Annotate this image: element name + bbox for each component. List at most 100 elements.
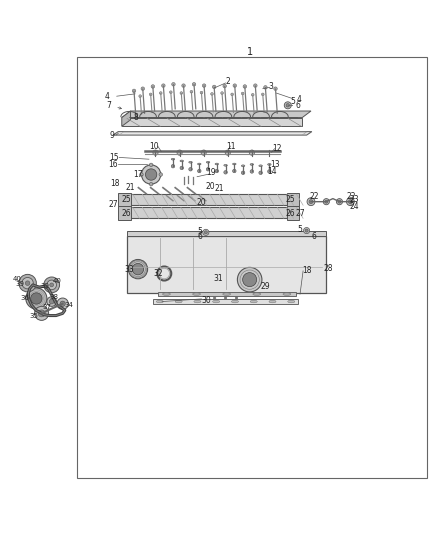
Circle shape	[305, 229, 308, 232]
Text: 6: 6	[295, 101, 300, 110]
Text: 11: 11	[226, 142, 236, 150]
Circle shape	[141, 87, 145, 91]
Text: 18: 18	[110, 179, 120, 188]
Text: 19: 19	[206, 168, 216, 177]
Ellipse shape	[198, 163, 201, 165]
Circle shape	[241, 171, 245, 174]
Text: 25: 25	[285, 196, 295, 205]
Ellipse shape	[215, 163, 219, 165]
Ellipse shape	[241, 165, 245, 167]
Circle shape	[215, 169, 219, 173]
Text: 34: 34	[65, 302, 74, 308]
Circle shape	[49, 299, 54, 304]
Ellipse shape	[288, 300, 295, 303]
Circle shape	[149, 163, 153, 167]
Text: 35: 35	[29, 312, 38, 319]
Polygon shape	[113, 132, 312, 135]
Bar	[287, 193, 299, 206]
Text: 8: 8	[134, 113, 138, 122]
Text: 40: 40	[53, 278, 61, 284]
Text: 37: 37	[43, 304, 52, 310]
Text: 23: 23	[350, 196, 360, 205]
Circle shape	[231, 93, 233, 96]
Ellipse shape	[206, 161, 210, 163]
Circle shape	[172, 83, 175, 86]
Circle shape	[349, 200, 352, 204]
Circle shape	[224, 171, 227, 174]
Ellipse shape	[223, 293, 231, 295]
Text: 1: 1	[247, 47, 253, 57]
Circle shape	[31, 293, 42, 304]
Circle shape	[235, 297, 238, 300]
Circle shape	[140, 173, 143, 176]
Text: 21: 21	[126, 183, 135, 192]
Text: 16: 16	[108, 160, 118, 169]
Circle shape	[159, 92, 162, 94]
Circle shape	[22, 278, 33, 289]
Circle shape	[284, 102, 291, 109]
Circle shape	[268, 169, 271, 173]
Ellipse shape	[180, 160, 184, 162]
Text: 29: 29	[260, 282, 270, 290]
Text: 24: 24	[350, 201, 360, 211]
Circle shape	[50, 283, 53, 287]
Circle shape	[26, 288, 47, 309]
Ellipse shape	[253, 293, 261, 295]
Polygon shape	[122, 111, 311, 118]
Text: 6: 6	[311, 232, 316, 241]
Circle shape	[241, 92, 244, 95]
Text: 38: 38	[49, 294, 58, 300]
Circle shape	[171, 165, 175, 168]
Text: 33: 33	[125, 264, 134, 273]
Circle shape	[225, 150, 230, 155]
Circle shape	[224, 297, 227, 300]
Circle shape	[307, 198, 315, 206]
Circle shape	[35, 306, 49, 320]
Text: 26: 26	[285, 209, 295, 219]
Circle shape	[237, 268, 262, 292]
Polygon shape	[122, 118, 302, 126]
Text: 6: 6	[197, 232, 202, 241]
Circle shape	[128, 260, 148, 279]
Bar	[127, 236, 326, 293]
Circle shape	[323, 199, 329, 205]
Text: 7: 7	[106, 101, 111, 110]
Circle shape	[304, 228, 310, 233]
Ellipse shape	[268, 164, 271, 165]
Text: 36: 36	[21, 295, 29, 302]
Circle shape	[233, 169, 236, 173]
Circle shape	[223, 84, 226, 88]
Text: 32: 32	[154, 269, 163, 278]
Circle shape	[132, 89, 136, 93]
Circle shape	[203, 229, 209, 236]
Circle shape	[141, 165, 161, 184]
Circle shape	[198, 169, 201, 173]
Text: 4: 4	[105, 92, 110, 101]
Text: 39: 39	[15, 281, 24, 287]
Ellipse shape	[162, 293, 170, 295]
Circle shape	[159, 173, 162, 176]
Text: 40: 40	[13, 276, 22, 282]
Circle shape	[145, 169, 157, 180]
Circle shape	[47, 280, 57, 290]
Circle shape	[202, 84, 206, 87]
Text: 18: 18	[302, 266, 311, 276]
Ellipse shape	[175, 300, 182, 303]
Circle shape	[346, 198, 354, 206]
Circle shape	[254, 84, 257, 87]
Circle shape	[38, 310, 45, 317]
Circle shape	[47, 297, 57, 306]
Circle shape	[200, 91, 203, 94]
Circle shape	[233, 84, 237, 87]
Circle shape	[211, 93, 213, 95]
Circle shape	[250, 169, 254, 173]
Circle shape	[180, 92, 183, 94]
Circle shape	[249, 150, 254, 155]
Circle shape	[243, 273, 257, 287]
Circle shape	[338, 200, 341, 203]
Text: 30: 30	[201, 296, 211, 305]
Ellipse shape	[233, 163, 236, 165]
Circle shape	[251, 93, 254, 96]
Text: 9: 9	[109, 131, 114, 140]
Circle shape	[264, 86, 267, 89]
